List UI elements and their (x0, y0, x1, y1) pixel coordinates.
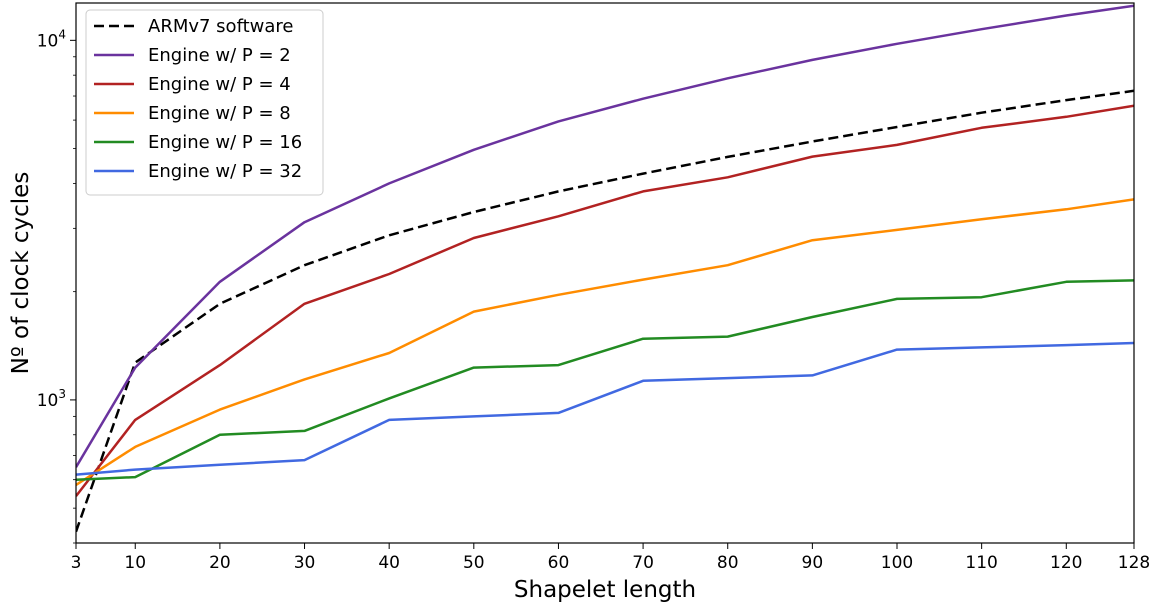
series-lines (76, 4, 1134, 533)
x-tick-label: 60 (548, 553, 570, 573)
series-line-4 (76, 279, 1134, 481)
legend-box (85, 9, 324, 196)
plot-area-frame (75, 2, 1135, 544)
legend-label: Engine w/ P = 2 (148, 45, 291, 66)
y-tick-label: 104 (37, 27, 66, 51)
x-tick-label: 90 (802, 553, 824, 573)
legend-label: Engine w/ P = 32 (148, 161, 302, 182)
x-tick-label: 30 (294, 553, 316, 573)
x-tick-label: 10 (124, 553, 146, 573)
x-axis-ticks: 3 10 20 30 40 50 60 70 80 90 100 110 120 128 (71, 543, 1150, 573)
x-tick-label: 110 (965, 553, 997, 573)
legend-label: Engine w/ P = 4 (148, 74, 291, 95)
x-tick-label: 3 (71, 553, 82, 573)
legend-label: Engine w/ P = 16 (148, 132, 302, 153)
series-line-5 (76, 341, 1134, 476)
x-tick-label: 100 (881, 553, 913, 573)
x-tick-label: 128 (1118, 553, 1150, 573)
x-tick-label: 40 (378, 553, 400, 573)
x-tick-label: 50 (463, 553, 485, 573)
x-axis-title: Shapelet length (514, 577, 696, 603)
y-axis-title: Nº of clock cycles (8, 172, 34, 375)
y-tick-label: 103 (37, 387, 66, 411)
legend-label: Engine w/ P = 8 (148, 103, 291, 124)
legend: ARMv7 software Engine w/ P = 2 Engine w/ P… (85, 9, 324, 196)
x-tick-label: 120 (1050, 553, 1082, 573)
x-tick-label: 80 (717, 553, 739, 573)
series-line-3 (76, 198, 1134, 487)
x-tick-label: 20 (209, 553, 231, 573)
y-axis-ticks: 103 104 (37, 27, 76, 544)
x-tick-label: 70 (632, 553, 654, 573)
series-line-2 (76, 104, 1134, 497)
series-line-1 (76, 4, 1134, 468)
series-line-0 (76, 89, 1134, 533)
legend-label: ARMv7 software (148, 16, 293, 37)
